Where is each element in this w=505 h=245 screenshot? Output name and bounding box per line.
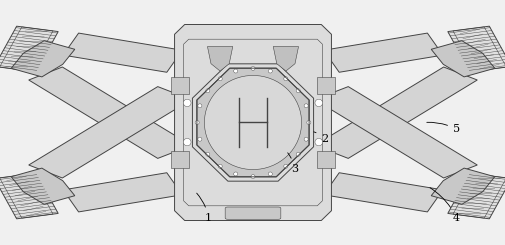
Ellipse shape [206, 152, 210, 156]
Polygon shape [63, 173, 182, 212]
Text: 5: 5 [426, 122, 459, 134]
Text: 4: 4 [429, 188, 459, 222]
Ellipse shape [250, 175, 255, 179]
Ellipse shape [304, 137, 308, 141]
Polygon shape [174, 24, 331, 220]
Polygon shape [430, 41, 494, 77]
Polygon shape [447, 26, 505, 72]
Ellipse shape [233, 172, 237, 176]
Polygon shape [11, 168, 75, 204]
Polygon shape [29, 87, 191, 178]
Ellipse shape [218, 77, 222, 81]
Ellipse shape [195, 121, 199, 124]
Text: 2: 2 [313, 132, 328, 144]
Ellipse shape [295, 152, 299, 156]
Polygon shape [207, 47, 232, 71]
Polygon shape [323, 173, 442, 212]
Ellipse shape [183, 138, 190, 146]
Polygon shape [447, 173, 505, 219]
Ellipse shape [283, 77, 287, 81]
Polygon shape [273, 47, 298, 71]
FancyBboxPatch shape [170, 151, 188, 168]
Polygon shape [63, 33, 182, 72]
Polygon shape [430, 168, 494, 204]
Polygon shape [0, 173, 58, 219]
FancyBboxPatch shape [317, 77, 335, 94]
Ellipse shape [295, 89, 299, 93]
Polygon shape [11, 41, 75, 77]
FancyBboxPatch shape [317, 151, 335, 168]
Ellipse shape [233, 69, 237, 73]
Text: 1: 1 [196, 193, 212, 222]
Ellipse shape [314, 99, 322, 107]
Polygon shape [314, 87, 476, 178]
Ellipse shape [250, 66, 255, 70]
FancyBboxPatch shape [170, 77, 188, 94]
Polygon shape [323, 33, 442, 72]
Polygon shape [196, 68, 309, 177]
Ellipse shape [268, 69, 272, 73]
Text: 3: 3 [287, 153, 297, 173]
Ellipse shape [283, 164, 287, 168]
Ellipse shape [197, 104, 201, 108]
Ellipse shape [204, 75, 301, 170]
Ellipse shape [314, 138, 322, 146]
Ellipse shape [183, 99, 190, 107]
FancyBboxPatch shape [225, 207, 280, 219]
Ellipse shape [197, 137, 201, 141]
Ellipse shape [218, 164, 222, 168]
Ellipse shape [268, 172, 272, 176]
Polygon shape [0, 26, 58, 72]
Ellipse shape [206, 89, 210, 93]
Polygon shape [314, 67, 476, 158]
Ellipse shape [306, 121, 310, 124]
Polygon shape [29, 67, 191, 158]
Ellipse shape [304, 104, 308, 108]
